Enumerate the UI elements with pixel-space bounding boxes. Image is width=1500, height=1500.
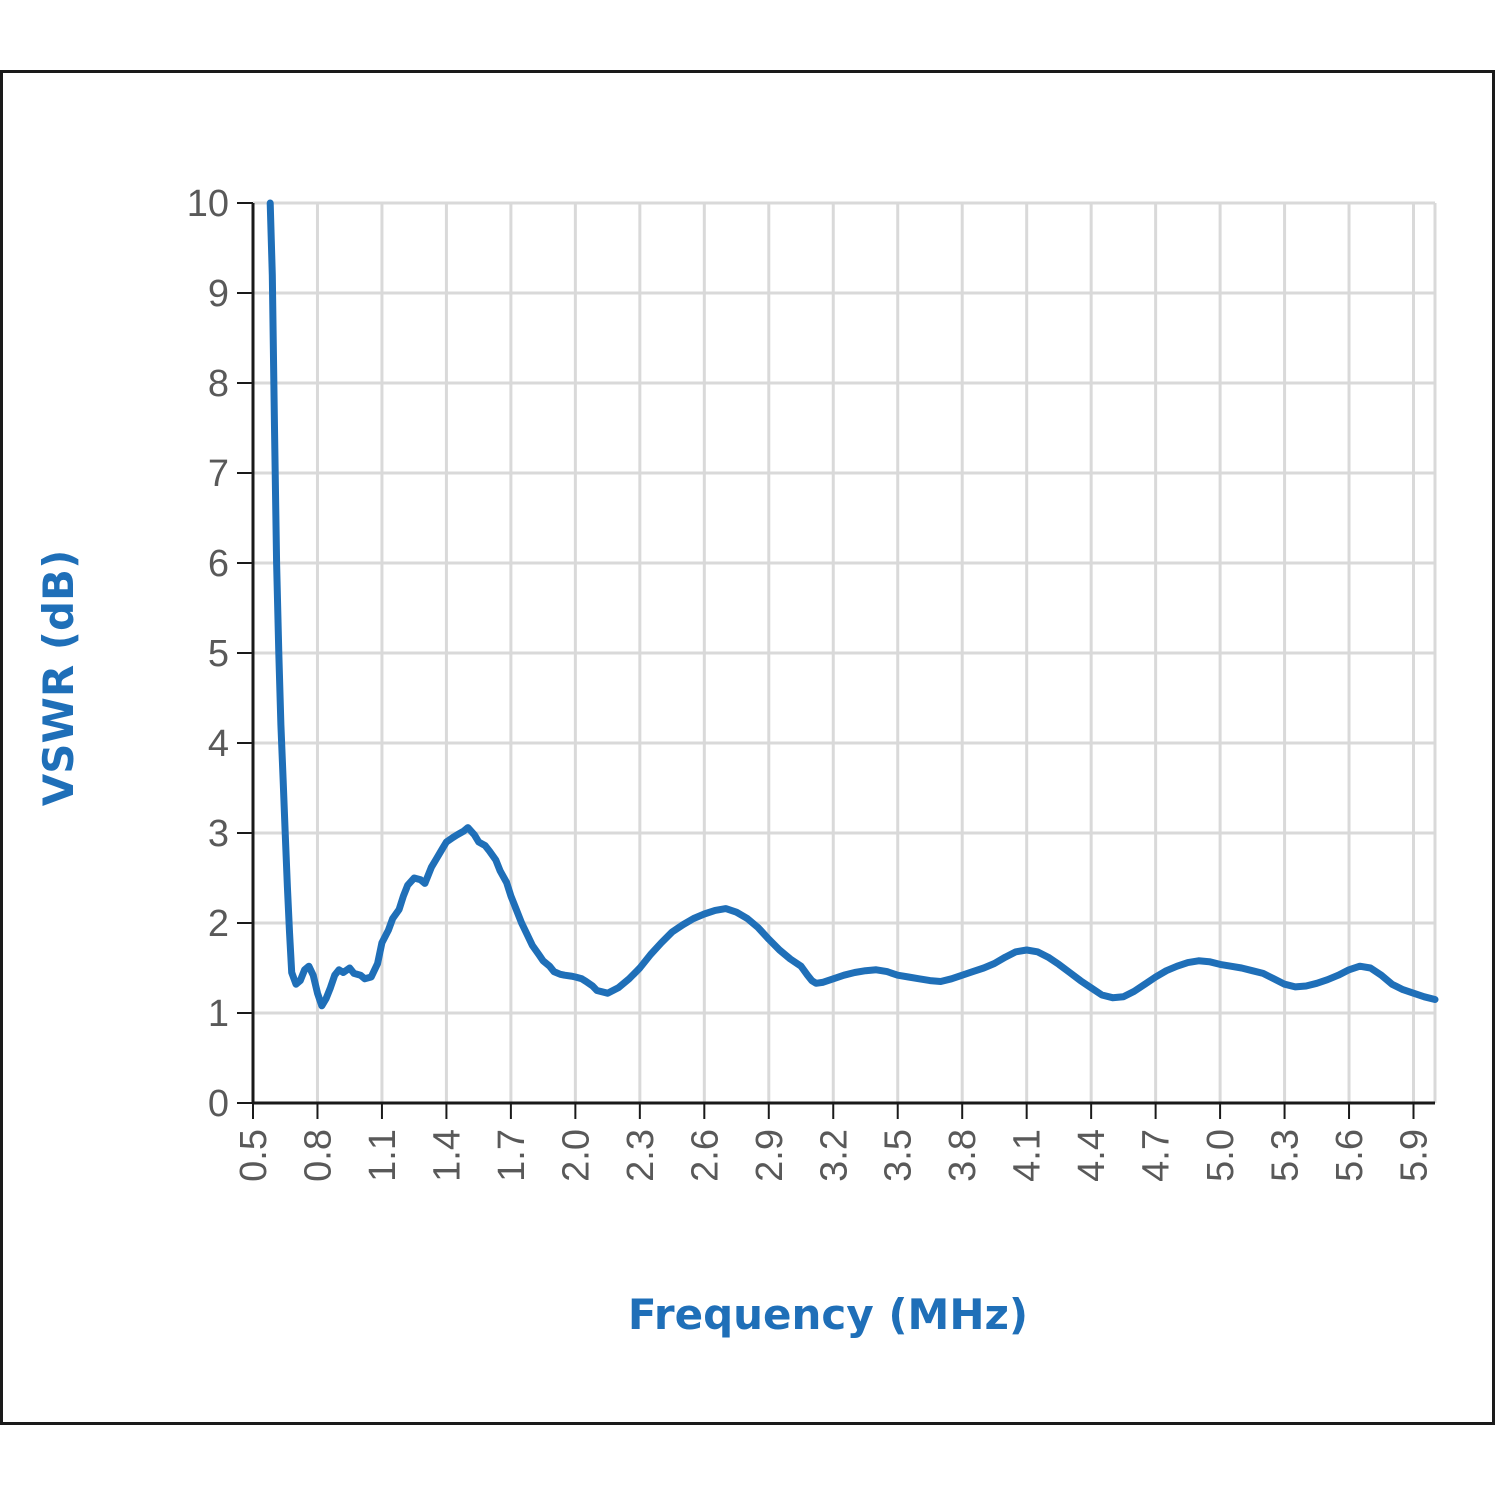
- y-tick-label: 2: [208, 903, 229, 945]
- y-tick-labels: 0 1 2 3 4 5 6 7 8 9 10: [187, 183, 229, 1125]
- x-tick-labels: 0.5 0.8 1.1 1.4 1.7 2.0 2.3 2.6 2.9 3.2 3.5 3.8 4.1 4…: [233, 1129, 1436, 1182]
- x-tick-label: 2.9: [749, 1129, 791, 1182]
- x-tick-label: 1.7: [491, 1129, 533, 1182]
- x-tick-label: 5.0: [1200, 1129, 1242, 1182]
- x-tick-label: 3.5: [878, 1129, 920, 1182]
- x-tick-label: 0.5: [233, 1129, 275, 1182]
- y-axis-title: VSWR (dB): [34, 550, 83, 807]
- y-tick-label: 8: [208, 363, 229, 405]
- series-layer: [266, 199, 1439, 1010]
- x-tick-label: 4.1: [1007, 1129, 1049, 1182]
- x-axis-title: Frequency (MHz): [628, 1290, 1028, 1339]
- grid: [253, 201, 1437, 1103]
- x-tick-label: 3.2: [813, 1129, 855, 1182]
- x-tick-label: 0.8: [297, 1129, 339, 1182]
- y-tick-label: 5: [208, 633, 229, 675]
- y-tick-label: 6: [208, 543, 229, 585]
- y-tick-label: 7: [208, 453, 229, 495]
- x-tick-label: 1.4: [426, 1129, 468, 1182]
- x-tick-label: 5.6: [1329, 1129, 1371, 1182]
- y-tick-label: 9: [208, 273, 229, 315]
- x-tick-label: 2.3: [620, 1129, 662, 1182]
- axes: [237, 202, 1435, 1119]
- x-tick-label: 3.8: [942, 1129, 984, 1182]
- y-tick-label: 4: [208, 723, 229, 765]
- x-tick-label: 5.9: [1394, 1129, 1436, 1182]
- series-line-vswr: [266, 199, 1439, 1010]
- x-tick-label: 4.7: [1136, 1129, 1178, 1182]
- x-tick-label: 2.6: [684, 1129, 726, 1182]
- vswr-chart: 0 1 2 3 4 5 6 7 8 9 10 0.5 0.8 1.1 1.4 1.7 2.0 2.3 2.6 2.9…: [34, 183, 1439, 1339]
- x-tick-label: 2.0: [555, 1129, 597, 1182]
- y-tick-label: 0: [208, 1083, 229, 1125]
- x-tick-label: 5.3: [1265, 1129, 1307, 1182]
- y-tick-label: 10: [187, 183, 229, 225]
- x-tick-label: 1.1: [362, 1129, 404, 1182]
- x-tick-label: 4.4: [1071, 1129, 1113, 1182]
- y-tick-label: 1: [208, 993, 229, 1035]
- chart-frame: 0 1 2 3 4 5 6 7 8 9 10 0.5 0.8 1.1 1.4 1.7 2.0 2.3 2.6 2.9…: [0, 70, 1495, 1425]
- y-tick-label: 3: [208, 813, 229, 855]
